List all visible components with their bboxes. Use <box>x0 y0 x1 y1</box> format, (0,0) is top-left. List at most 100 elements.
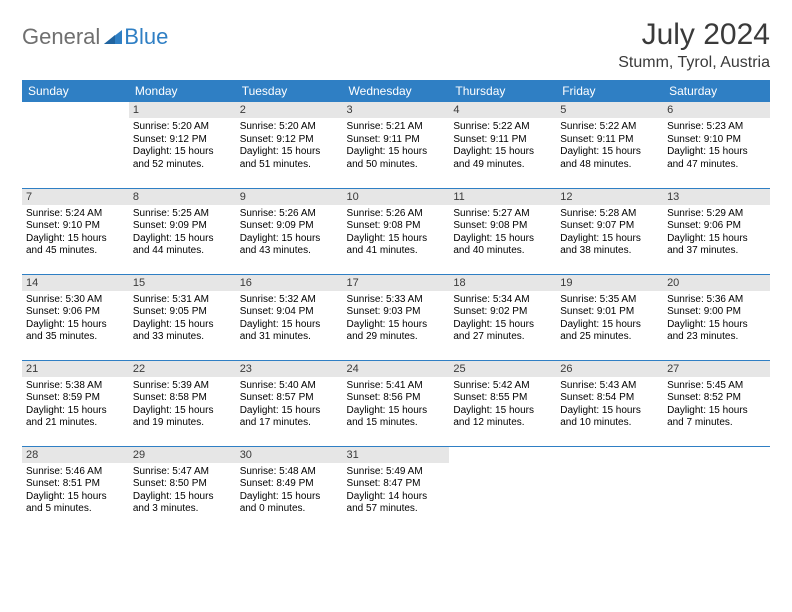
daylight-text: Daylight: 15 hours and 19 minutes. <box>133 405 232 430</box>
sunset-text: Sunset: 8:49 PM <box>240 478 339 491</box>
day-number: 9 <box>236 189 343 205</box>
sunset-text: Sunset: 9:05 PM <box>133 306 232 319</box>
day-number: 7 <box>22 189 129 205</box>
cell-details: Sunrise: 5:32 AMSunset: 9:04 PMDaylight:… <box>240 294 339 344</box>
sunset-text: Sunset: 9:07 PM <box>560 220 659 233</box>
day-number: 11 <box>449 189 556 205</box>
sunset-text: Sunset: 8:58 PM <box>133 392 232 405</box>
cell-details: Sunrise: 5:38 AMSunset: 8:59 PMDaylight:… <box>26 380 125 430</box>
logo-text-blue: Blue <box>124 24 168 50</box>
daylight-text: Daylight: 15 hours and 33 minutes. <box>133 319 232 344</box>
calendar-week: 28 Sunrise: 5:46 AMSunset: 8:51 PMDayligh… <box>22 446 770 532</box>
daylight-text: Daylight: 15 hours and 51 minutes. <box>240 146 339 171</box>
day-number: 31 <box>343 447 450 463</box>
sunset-text: Sunset: 9:09 PM <box>240 220 339 233</box>
cell-details: Sunrise: 5:40 AMSunset: 8:57 PMDaylight:… <box>240 380 339 430</box>
daylight-text: Daylight: 15 hours and 35 minutes. <box>26 319 125 344</box>
calendar-cell: 9Sunrise: 5:26 AMSunset: 9:09 PMDaylight… <box>236 188 343 274</box>
cell-details: Sunrise: 5:21 AMSunset: 9:11 PMDaylight:… <box>347 121 446 171</box>
sunrise-text: Sunrise: 5:42 AM <box>453 380 552 393</box>
day-number: 10 <box>343 189 450 205</box>
sunrise-text: Sunrise: 5:30 AM <box>26 294 125 307</box>
day-number: 1 <box>129 102 236 118</box>
sunrise-text: Sunrise: 5:48 AM <box>240 466 339 479</box>
day-number: 3 <box>343 102 450 118</box>
cell-details: Sunrise: 5:24 AMSunset: 9:10 PMDaylight:… <box>26 208 125 258</box>
day-header: Tuesday <box>236 80 343 102</box>
day-number: 6 <box>663 102 770 118</box>
calendar-week: 1 Sunrise: 5:20 AMSunset: 9:12 PMDaylight… <box>22 102 770 188</box>
calendar-cell: 24Sunrise: 5:41 AMSunset: 8:56 PMDayligh… <box>343 360 450 446</box>
sunrise-text: Sunrise: 5:20 AM <box>240 121 339 134</box>
sunset-text: Sunset: 8:55 PM <box>453 392 552 405</box>
calendar-week: 7 Sunrise: 5:24 AMSunset: 9:10 PMDaylight… <box>22 188 770 274</box>
day-number: 21 <box>22 361 129 377</box>
cell-details: Sunrise: 5:26 AMSunset: 9:08 PMDaylight:… <box>347 208 446 258</box>
calendar-cell <box>556 446 663 532</box>
daylight-text: Daylight: 15 hours and 15 minutes. <box>347 405 446 430</box>
sunrise-text: Sunrise: 5:36 AM <box>667 294 766 307</box>
daylight-text: Daylight: 15 hours and 31 minutes. <box>240 319 339 344</box>
cell-details: Sunrise: 5:35 AMSunset: 9:01 PMDaylight:… <box>560 294 659 344</box>
cell-details: Sunrise: 5:48 AMSunset: 8:49 PMDaylight:… <box>240 466 339 516</box>
cell-details: Sunrise: 5:39 AMSunset: 8:58 PMDaylight:… <box>133 380 232 430</box>
calendar-week: 14Sunrise: 5:30 AMSunset: 9:06 PMDayligh… <box>22 274 770 360</box>
daylight-text: Daylight: 15 hours and 5 minutes. <box>26 491 125 516</box>
sunrise-text: Sunrise: 5:47 AM <box>133 466 232 479</box>
sunset-text: Sunset: 8:47 PM <box>347 478 446 491</box>
daylight-text: Daylight: 15 hours and 37 minutes. <box>667 233 766 258</box>
sunrise-text: Sunrise: 5:24 AM <box>26 208 125 221</box>
cell-details: Sunrise: 5:27 AMSunset: 9:08 PMDaylight:… <box>453 208 552 258</box>
calendar-cell <box>663 446 770 532</box>
page-title: July 2024 <box>618 18 770 52</box>
calendar-cell: 18Sunrise: 5:34 AMSunset: 9:02 PMDayligh… <box>449 274 556 360</box>
sunrise-text: Sunrise: 5:43 AM <box>560 380 659 393</box>
cell-details: Sunrise: 5:49 AMSunset: 8:47 PMDaylight:… <box>347 466 446 516</box>
calendar-cell: 27Sunrise: 5:45 AMSunset: 8:52 PMDayligh… <box>663 360 770 446</box>
header: General Blue July 2024 Stumm, Tyrol, Aus… <box>22 18 770 72</box>
daylight-text: Daylight: 15 hours and 48 minutes. <box>560 146 659 171</box>
cell-details: Sunrise: 5:33 AMSunset: 9:03 PMDaylight:… <box>347 294 446 344</box>
cell-details: Sunrise: 5:47 AMSunset: 8:50 PMDaylight:… <box>133 466 232 516</box>
cell-details: Sunrise: 5:22 AMSunset: 9:11 PMDaylight:… <box>453 121 552 171</box>
calendar-cell: 3 Sunrise: 5:21 AMSunset: 9:11 PMDaylight… <box>343 102 450 188</box>
daylight-text: Daylight: 15 hours and 44 minutes. <box>133 233 232 258</box>
calendar-cell: 17 Sunrise: 5:33 AMSunset: 9:03 PMDayligh… <box>343 274 450 360</box>
sunrise-text: Sunrise: 5:35 AM <box>560 294 659 307</box>
day-number: 8 <box>129 189 236 205</box>
sunset-text: Sunset: 9:11 PM <box>347 134 446 147</box>
day-number: 29 <box>129 447 236 463</box>
calendar-cell: 23 Sunrise: 5:40 AMSunset: 8:57 PMDayligh… <box>236 360 343 446</box>
sunset-text: Sunset: 9:08 PM <box>347 220 446 233</box>
sunset-text: Sunset: 9:04 PM <box>240 306 339 319</box>
calendar-cell: 21 Sunrise: 5:38 AMSunset: 8:59 PMDayligh… <box>22 360 129 446</box>
calendar-cell: 20Sunrise: 5:36 AMSunset: 9:00 PMDayligh… <box>663 274 770 360</box>
calendar-table: SundayMondayTuesdayWednesdayThursdayFrid… <box>22 80 770 532</box>
day-number: 14 <box>22 275 129 291</box>
daylight-text: Daylight: 15 hours and 10 minutes. <box>560 405 659 430</box>
daylight-text: Daylight: 15 hours and 29 minutes. <box>347 319 446 344</box>
calendar-cell: 31 Sunrise: 5:49 AMSunset: 8:47 PMDayligh… <box>343 446 450 532</box>
cell-details: Sunrise: 5:20 AMSunset: 9:12 PMDaylight:… <box>133 121 232 171</box>
sunrise-text: Sunrise: 5:40 AM <box>240 380 339 393</box>
day-header: Thursday <box>449 80 556 102</box>
day-number: 23 <box>236 361 343 377</box>
sunrise-text: Sunrise: 5:21 AM <box>347 121 446 134</box>
day-header: Wednesday <box>343 80 450 102</box>
sunrise-text: Sunrise: 5:27 AM <box>453 208 552 221</box>
day-number: 2 <box>236 102 343 118</box>
day-number: 28 <box>22 447 129 463</box>
cell-details: Sunrise: 5:25 AMSunset: 9:09 PMDaylight:… <box>133 208 232 258</box>
day-number: 16 <box>236 275 343 291</box>
sunset-text: Sunset: 8:57 PM <box>240 392 339 405</box>
sunrise-text: Sunrise: 5:28 AM <box>560 208 659 221</box>
calendar-head: SundayMondayTuesdayWednesdayThursdayFrid… <box>22 80 770 102</box>
calendar-cell: 12Sunrise: 5:28 AMSunset: 9:07 PMDayligh… <box>556 188 663 274</box>
calendar-cell: 1 Sunrise: 5:20 AMSunset: 9:12 PMDaylight… <box>129 102 236 188</box>
day-number: 18 <box>449 275 556 291</box>
logo-sail-icon <box>104 30 122 44</box>
sunset-text: Sunset: 9:03 PM <box>347 306 446 319</box>
day-number: 17 <box>343 275 450 291</box>
calendar-cell: 25Sunrise: 5:42 AMSunset: 8:55 PMDayligh… <box>449 360 556 446</box>
cell-details: Sunrise: 5:46 AMSunset: 8:51 PMDaylight:… <box>26 466 125 516</box>
